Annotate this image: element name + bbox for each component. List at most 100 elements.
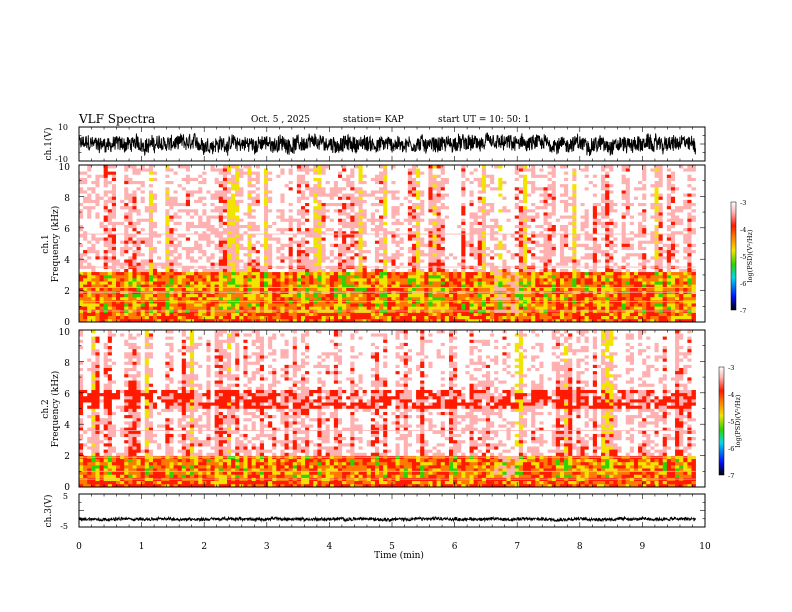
spectrogram-cell	[185, 171, 191, 175]
spectrogram-cell	[432, 186, 437, 191]
spectrogram-cell	[202, 281, 207, 285]
spectrogram-cell	[403, 262, 409, 266]
spectrogram-cell	[120, 303, 125, 307]
spectrogram-cell	[107, 278, 113, 282]
spectrogram-cell	[477, 296, 483, 301]
spectrogram-cell	[337, 234, 343, 238]
spectrogram-cell	[222, 215, 228, 219]
spectrogram-cell	[407, 246, 413, 251]
spectrogram-cell	[226, 193, 232, 197]
spectrogram-cell	[444, 196, 450, 200]
spectrogram-cell	[325, 287, 331, 291]
spectrogram-cell	[144, 183, 150, 188]
spectrogram-cell	[362, 218, 368, 222]
spectrogram-cell	[218, 315, 224, 320]
spectrogram-cell	[255, 268, 261, 273]
spectrogram-cell	[432, 296, 437, 301]
spectrogram-cell	[194, 186, 199, 191]
spectrogram-cell	[173, 262, 178, 266]
spectrogram-cell	[177, 274, 183, 279]
spectrogram-cell	[268, 240, 273, 244]
spectrogram-cell	[231, 180, 236, 185]
spectrogram-cell	[473, 183, 479, 188]
spectrogram-cell	[251, 268, 257, 273]
spectrogram-cell	[206, 246, 211, 251]
spectrogram-cell	[366, 318, 372, 323]
spectrogram-cell	[477, 190, 483, 194]
spectrogram-cell	[95, 240, 100, 244]
spectrogram-cell	[342, 287, 347, 291]
spectrogram-cell	[399, 168, 405, 172]
spectrogram-cell	[272, 243, 277, 247]
spectrogram-cell	[440, 240, 446, 244]
spectrogram-cell	[358, 177, 363, 181]
spectrogram-cell	[181, 168, 187, 172]
spectrogram-cell	[181, 268, 187, 273]
spectrogram-cell	[140, 205, 146, 210]
spectrogram-cell	[198, 215, 203, 219]
spectrogram-cell	[354, 193, 359, 197]
spectrogram-cell	[346, 199, 351, 203]
spectrogram-cell	[79, 183, 84, 188]
spectrogram-cell	[391, 221, 396, 225]
spectrogram-cell	[194, 168, 199, 172]
spectrogram-cell	[247, 293, 252, 298]
spectrogram-cell	[383, 218, 388, 222]
spectrogram-cell	[288, 259, 294, 263]
spectrogram-cell	[329, 240, 335, 244]
spectrogram-cell	[444, 168, 450, 172]
spectrogram-cell	[116, 180, 121, 185]
spectrogram-cell	[461, 221, 466, 225]
spectrogram-cell	[350, 312, 355, 317]
spectrogram-cell	[321, 215, 326, 219]
spectrogram-cell	[444, 318, 450, 323]
spectrogram-cell	[136, 278, 141, 282]
spectrogram-cell	[280, 303, 285, 307]
spectrogram-cell	[206, 227, 211, 232]
spectrogram-cell	[194, 196, 199, 200]
spectrogram-cell	[317, 315, 322, 320]
spectrogram-cell	[333, 274, 339, 279]
spectrogram-cell	[416, 174, 421, 178]
spectrogram-cell	[161, 165, 166, 169]
spectrogram-cell	[136, 268, 141, 273]
spectrogram-cell	[354, 296, 359, 301]
spectrogram-cell	[321, 281, 326, 285]
spectrogram-cell	[321, 306, 326, 310]
spectrogram-cell	[465, 215, 470, 219]
spectrogram-cell	[226, 171, 232, 175]
spectrogram-cell	[189, 237, 195, 241]
spectrogram-cell	[288, 262, 294, 266]
spectrogram-cell	[99, 249, 104, 254]
spectrogram-cell	[79, 240, 84, 244]
spectrogram-cell	[251, 237, 257, 241]
spectrogram-cell	[358, 315, 363, 320]
spectrogram-cell	[144, 205, 150, 210]
spectrogram-cell	[448, 237, 454, 241]
spectrogram-cell	[453, 318, 458, 323]
spectrogram-cell	[194, 246, 199, 251]
spectrogram-cell	[420, 278, 425, 282]
spectrogram-cell	[453, 256, 458, 260]
spectrogram-cell	[128, 315, 133, 320]
spectrogram-cell	[231, 274, 236, 279]
spectrogram-cell	[391, 315, 396, 320]
spectrogram-cell	[329, 196, 335, 200]
spectrogram-cell	[95, 274, 100, 279]
spectrogram-cell	[107, 202, 113, 207]
spectrogram-cell	[214, 274, 220, 279]
spectrogram-cell	[132, 174, 137, 178]
spectrogram-cell	[453, 190, 458, 194]
spectrogram-cell	[280, 306, 285, 310]
spectrogram-cell	[181, 318, 187, 323]
spectrogram-cell	[272, 196, 277, 200]
spectrogram-cell	[116, 215, 121, 219]
spectrogram-cell	[313, 190, 318, 194]
spectrogram-cell	[276, 208, 281, 213]
spectrogram-cell	[276, 174, 281, 178]
spectrogram-cell	[309, 177, 314, 181]
spectrogram-cell	[288, 165, 294, 169]
spectrogram-cell	[288, 212, 294, 216]
spectrogram-cell	[214, 208, 220, 213]
spectrogram-cell	[226, 259, 232, 263]
